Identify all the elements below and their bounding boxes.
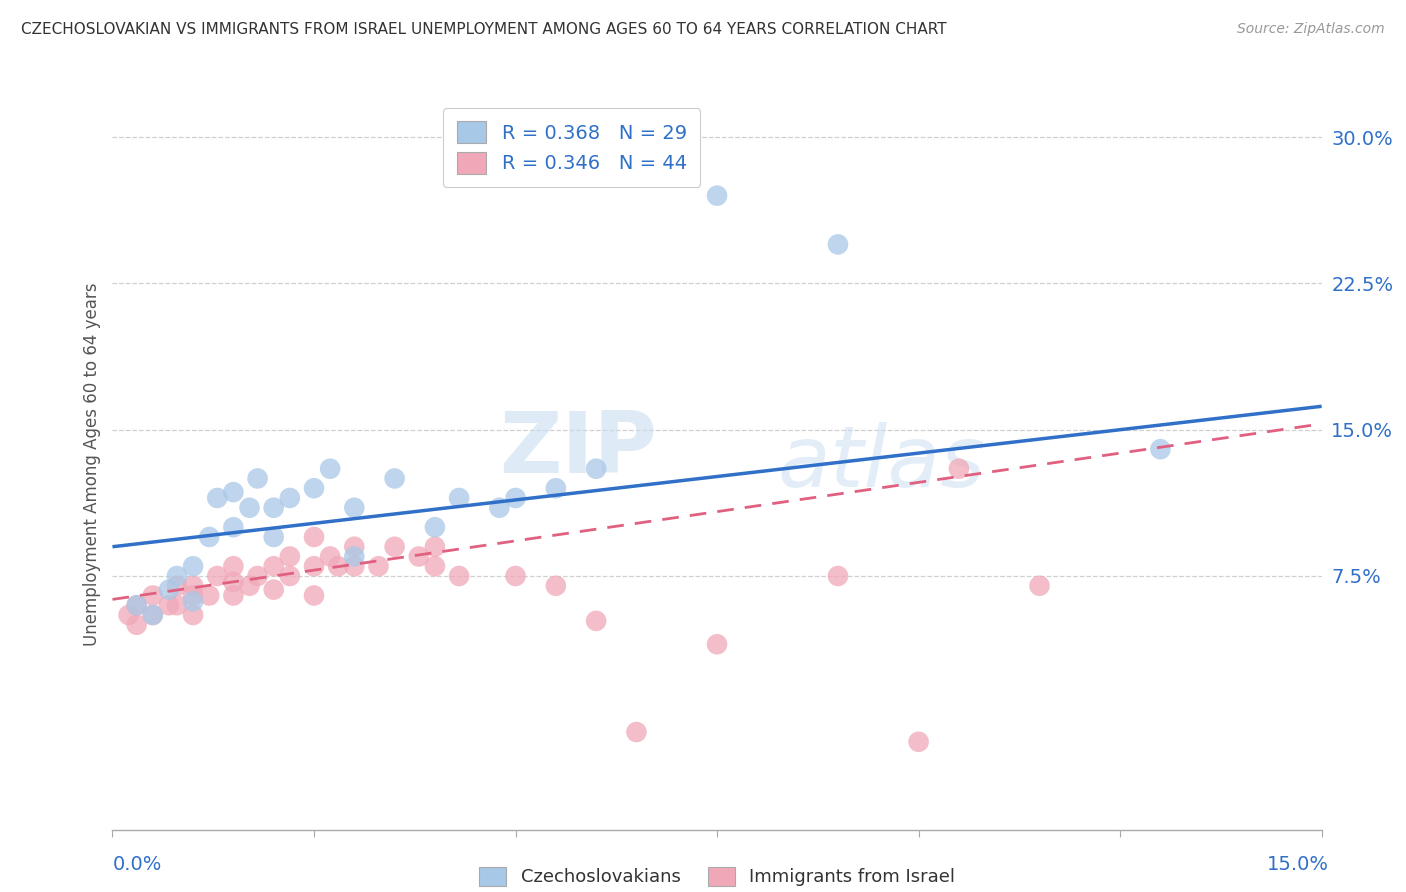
Point — [166, 569, 188, 583]
Point — [706, 188, 728, 202]
Point — [343, 540, 366, 554]
Point — [302, 589, 325, 603]
Point — [544, 481, 567, 495]
Point — [125, 617, 148, 632]
Point — [1028, 579, 1050, 593]
Point — [302, 481, 325, 495]
Point — [423, 520, 446, 534]
Point — [302, 559, 325, 574]
Point — [302, 530, 325, 544]
Point — [423, 559, 446, 574]
Point — [166, 599, 188, 613]
Point — [907, 735, 929, 749]
Text: 15.0%: 15.0% — [1267, 855, 1329, 873]
Point — [384, 471, 406, 485]
Point — [142, 589, 165, 603]
Point — [449, 569, 471, 583]
Point — [384, 540, 406, 554]
Point — [166, 579, 188, 593]
Point — [278, 549, 301, 564]
Point — [117, 607, 139, 622]
Point — [207, 491, 229, 505]
Point — [488, 500, 510, 515]
Text: ZIP: ZIP — [499, 408, 657, 491]
Point — [157, 599, 180, 613]
Point — [142, 607, 165, 622]
Point — [328, 559, 350, 574]
Point — [585, 614, 607, 628]
Point — [263, 500, 285, 515]
Point — [207, 569, 229, 583]
Point — [319, 461, 342, 475]
Point — [544, 579, 567, 593]
Point — [222, 559, 245, 574]
Point — [181, 594, 204, 608]
Point — [449, 491, 471, 505]
Text: Source: ZipAtlas.com: Source: ZipAtlas.com — [1237, 22, 1385, 37]
Point — [505, 569, 527, 583]
Legend: Czechoslovakians, Immigrants from Israel: Czechoslovakians, Immigrants from Israel — [472, 859, 962, 892]
Point — [181, 559, 204, 574]
Point — [263, 559, 285, 574]
Point — [157, 582, 180, 597]
Point — [263, 530, 285, 544]
Point — [278, 569, 301, 583]
Point — [222, 485, 245, 500]
Point — [408, 549, 430, 564]
Point — [125, 599, 148, 613]
Point — [238, 500, 260, 515]
Point — [827, 237, 849, 252]
Y-axis label: Unemployment Among Ages 60 to 64 years: Unemployment Among Ages 60 to 64 years — [83, 282, 101, 646]
Point — [181, 579, 204, 593]
Point — [222, 589, 245, 603]
Point — [585, 461, 607, 475]
Point — [505, 491, 527, 505]
Point — [238, 579, 260, 593]
Point — [222, 574, 245, 589]
Point — [343, 549, 366, 564]
Point — [827, 569, 849, 583]
Point — [1149, 442, 1171, 457]
Point — [367, 559, 389, 574]
Point — [319, 549, 342, 564]
Point — [246, 569, 269, 583]
Point — [626, 725, 648, 739]
Point — [222, 520, 245, 534]
Text: 0.0%: 0.0% — [112, 855, 162, 873]
Point — [343, 500, 366, 515]
Point — [706, 637, 728, 651]
Point — [278, 491, 301, 505]
Point — [423, 540, 446, 554]
Point — [948, 461, 970, 475]
Text: CZECHOSLOVAKIAN VS IMMIGRANTS FROM ISRAEL UNEMPLOYMENT AMONG AGES 60 TO 64 YEARS: CZECHOSLOVAKIAN VS IMMIGRANTS FROM ISRAE… — [21, 22, 946, 37]
Point — [125, 599, 148, 613]
Text: atlas: atlas — [778, 422, 986, 506]
Point — [181, 589, 204, 603]
Point — [246, 471, 269, 485]
Point — [343, 559, 366, 574]
Point — [263, 582, 285, 597]
Point — [181, 607, 204, 622]
Point — [142, 607, 165, 622]
Point — [198, 589, 221, 603]
Point — [198, 530, 221, 544]
